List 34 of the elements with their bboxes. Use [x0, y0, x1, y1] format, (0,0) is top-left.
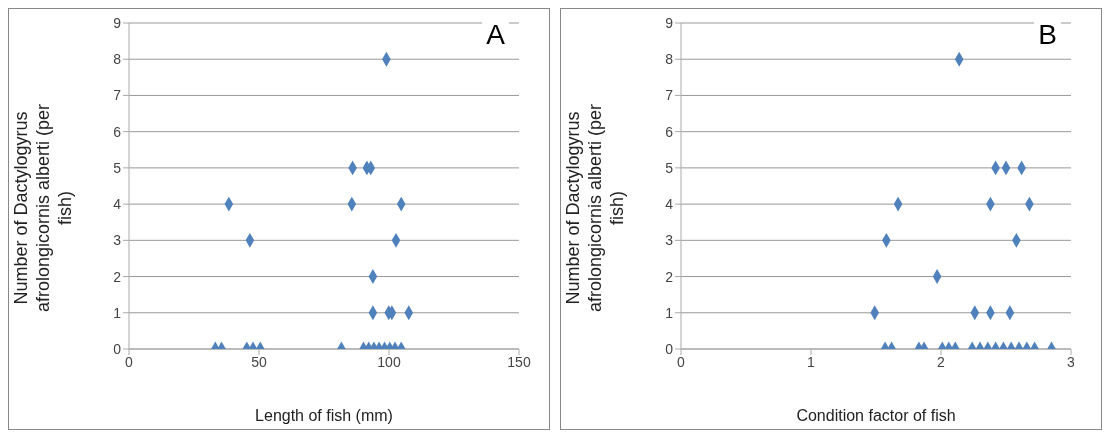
x-tick-label: 2: [937, 353, 946, 370]
x-axis-title: Condition factor of fish: [796, 407, 956, 424]
x-tick-label: 3: [1067, 353, 1076, 370]
x-tick-label: 50: [251, 353, 267, 370]
y-tick-label: 3: [665, 232, 674, 249]
y-tick-label: 9: [113, 14, 122, 31]
x-tick-label: 150: [507, 353, 531, 370]
y-tick-label: 5: [665, 159, 674, 176]
y-tick-label: 8: [665, 51, 674, 68]
y-tick-label: 7: [113, 87, 122, 104]
y-tick-label: 8: [113, 51, 122, 68]
y-tick-label: 7: [665, 87, 674, 104]
y-axis-title: Number of Dactylogyrus afrolongicornis alberti (per fish): [563, 103, 627, 313]
y-tick-label: 1: [665, 304, 674, 321]
x-tick-label: 1: [807, 353, 816, 370]
x-tick-label: 0: [677, 353, 686, 370]
x-tick-label: 0: [125, 353, 134, 370]
y-tick-label: 2: [665, 268, 674, 285]
y-axis-title: Number of Dactylogyrus afrolongicornis alberti (per fish): [11, 103, 75, 313]
y-tick-label: 0: [113, 340, 122, 357]
y-tick-label: 4: [113, 196, 122, 213]
x-axis-title: Length of fish (mm): [255, 407, 393, 424]
y-tick-label: 1: [113, 304, 122, 321]
y-tick-label: 0: [665, 340, 674, 357]
y-tick-label: 6: [665, 123, 674, 140]
annotation: B: [1034, 19, 1061, 51]
annotation: A: [482, 19, 509, 51]
y-tick-label: 2: [113, 268, 122, 285]
y-tick-label: 5: [113, 159, 122, 176]
y-tick-label: 6: [113, 123, 122, 140]
y-tick-label: 4: [665, 196, 674, 213]
x-tick-label: 100: [377, 353, 401, 370]
y-tick-label: 3: [113, 232, 122, 249]
y-tick-label: 9: [665, 14, 674, 31]
